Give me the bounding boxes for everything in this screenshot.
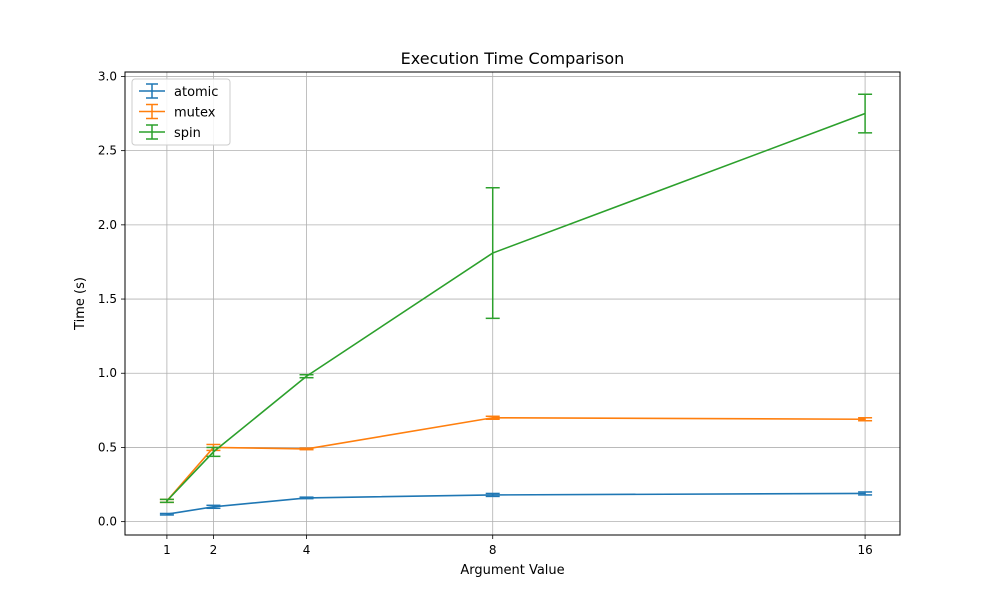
y-tick-label: 0.5 [98, 440, 117, 454]
x-tick-label: 4 [303, 543, 311, 557]
y-tick-label: 1.0 [98, 366, 117, 380]
legend-box [131, 78, 231, 146]
series-layer [159, 93, 873, 516]
legend-label: atomic [174, 85, 218, 100]
x-axis-label: Argument Value [460, 563, 564, 578]
grid-layer [125, 72, 900, 535]
x-tick-label: 2 [210, 543, 218, 557]
legend-item-spin: spin [139, 124, 201, 141]
x-tick-label: 16 [857, 543, 872, 557]
y-tick-label: 0.0 [98, 515, 117, 529]
series-atomic [159, 491, 873, 516]
plot-frame [124, 71, 901, 536]
chart-title: Execution Time Comparison [401, 49, 625, 68]
y-axis-label: Time (s) [73, 277, 88, 331]
y-tick-label: 1.5 [98, 292, 117, 306]
legend-item-mutex: mutex [139, 103, 216, 121]
series-spin [159, 93, 873, 504]
x-tick-label: 1 [163, 543, 171, 557]
legend-label: mutex [174, 106, 216, 121]
y-tick-label: 3.0 [98, 69, 117, 83]
legend-item-atomic: atomic [139, 83, 218, 100]
y-tick-label: 2.5 [98, 144, 117, 158]
y-tick-label: 2.0 [98, 218, 117, 232]
legend-label: spin [174, 126, 201, 141]
x-tick-label: 8 [489, 543, 497, 557]
tick-layer: 1 2 4 8 16 0.0 0.5 1.0 1.5 2.0 2.5 3.0 [98, 69, 873, 557]
legend: atomic mutex spin [131, 78, 231, 146]
